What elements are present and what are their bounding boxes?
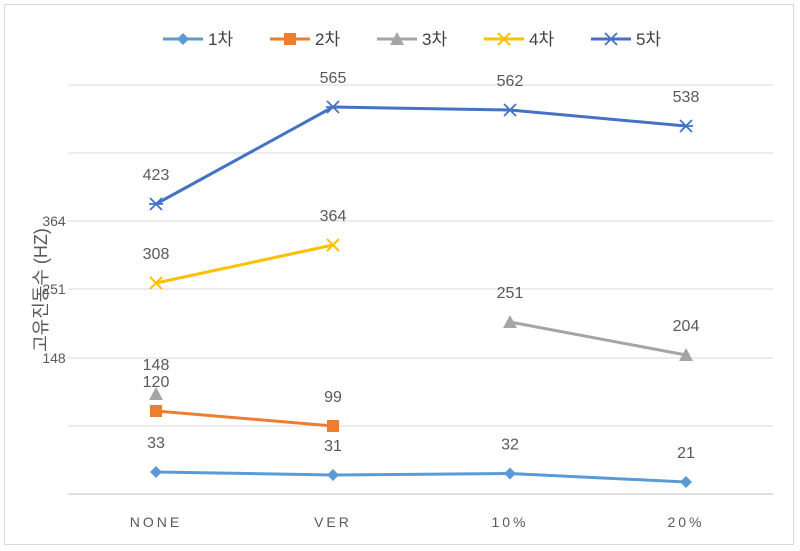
x-tick-label-none: NONE [130,514,182,530]
y-tick-label-251: 251 [42,281,66,297]
x-tick-label-10pct: 10% [491,514,528,530]
y-tick-label-364: 364 [42,213,66,229]
data-label: 364 [320,208,347,225]
legend-marker-3 [390,32,404,45]
data-label: 308 [143,246,170,263]
series-1-point-20pct [680,476,692,488]
series-2-segment [154,409,335,428]
legend-label-1: 1차 [208,30,233,49]
legend-marker-4 [497,32,511,46]
y-tick-label-148: 148 [42,350,66,366]
data-label: 423 [143,167,170,184]
legend: 1차 2차 3차 4차 5차 [163,30,661,49]
series-4-segment [154,243,335,285]
series-5-segment [154,105,335,206]
series-3-point-20pct [679,348,693,361]
series-1-point-none [150,466,162,478]
series-5-segment [331,105,512,112]
series-2-point-ver [327,420,339,432]
series-5-point-none [149,197,163,211]
legend-label-3: 3차 [422,30,447,49]
legend-marker-5 [604,32,618,46]
data-label: 21 [677,445,695,462]
data-label: 565 [320,70,347,87]
series-1: 33 31 32 21 [147,435,695,488]
series-2: 120 99 [143,374,342,432]
data-label: 538 [673,89,700,106]
legend-label-4: 4차 [529,30,554,49]
series-1-segment [154,470,335,477]
legend-label-5: 5차 [636,30,661,49]
data-label: 33 [147,435,165,452]
series-3-point-10pct [503,315,517,328]
series-4-point-none [149,276,163,290]
data-label: 204 [673,318,700,335]
data-label: 32 [501,437,519,454]
legend-marker-1 [177,33,189,45]
series-5: 423 565 562 538 [143,70,700,211]
series-3: 148 251 204 [143,285,700,400]
data-label: 31 [324,438,342,455]
series-2-point-none [150,405,162,417]
series-5-segment [508,108,688,128]
series-1-segment [508,472,688,484]
chart-frame [4,4,794,545]
legend-label-2: 2차 [315,30,340,49]
series-1-point-10pct [504,467,516,480]
data-label: 148 [143,357,170,374]
data-label: 99 [324,389,342,406]
series-4-point-ver [326,238,340,252]
data-label: 120 [143,374,170,391]
data-label: 562 [497,73,524,90]
x-tick-label-20pct: 20% [667,514,704,530]
x-tick-label-ver: VER [314,514,352,530]
data-label: 251 [497,285,524,302]
series-1-segment [331,472,512,477]
series-5-point-20pct [679,119,693,133]
legend-marker-2 [284,33,296,45]
series-1-point-ver [327,469,339,481]
series-4: 308 364 [143,208,347,290]
series-5-point-10pct [503,103,517,117]
series-3-segment [508,320,688,357]
y-axis-title: 고유진동수 (HZ) [31,228,51,352]
series-3-point-none [149,387,163,400]
series-5-point-ver [326,100,340,114]
